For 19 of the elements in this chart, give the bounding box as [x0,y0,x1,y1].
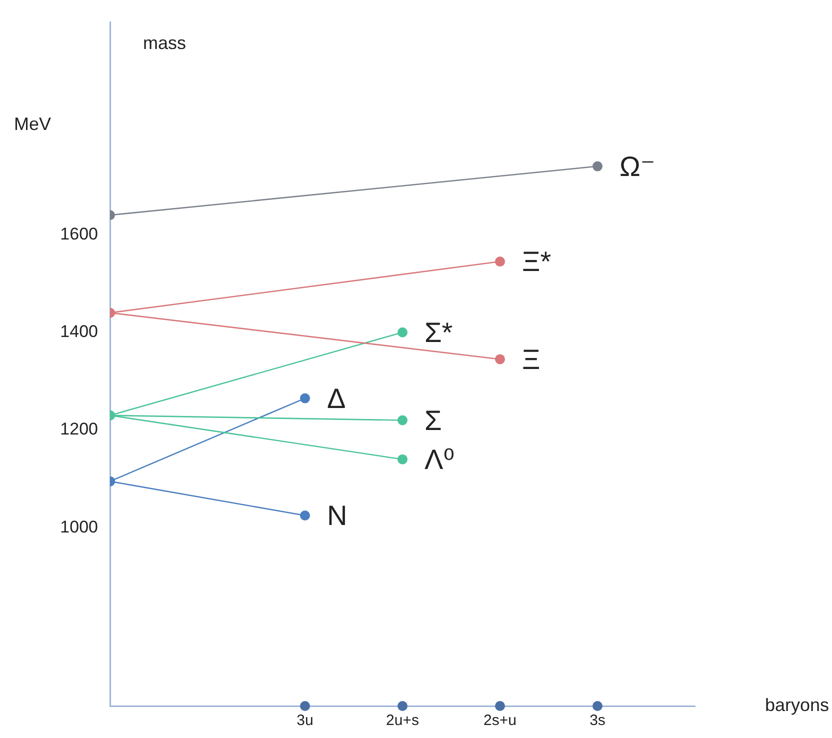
series-label: Λ⁰ [424,444,454,476]
y-tick-label: 1200 [60,420,98,439]
series-label: Ξ* [522,246,552,278]
series-label: Ω⁻ [620,151,656,182]
text: MeV [14,114,52,134]
x-tick-label: 3s [590,712,606,730]
series-label: Σ* [424,317,453,348]
y-tick-label: 1600 [60,224,98,244]
series-label: Δ [327,383,346,414]
series-label: Ξ [522,344,540,375]
series-label: Σ [424,404,442,436]
x-tick-label: 2s+u [484,712,516,730]
x-tick-label: 2u+s [386,712,419,730]
y-tick-label: 1400 [60,322,98,342]
x-axis-title: baryons [764,694,829,715]
series-label: N [327,500,348,532]
y-axis-title: mass [143,32,186,53]
x-tick-label: 3u [296,712,314,730]
y-tick-label: 1000 [60,517,98,536]
